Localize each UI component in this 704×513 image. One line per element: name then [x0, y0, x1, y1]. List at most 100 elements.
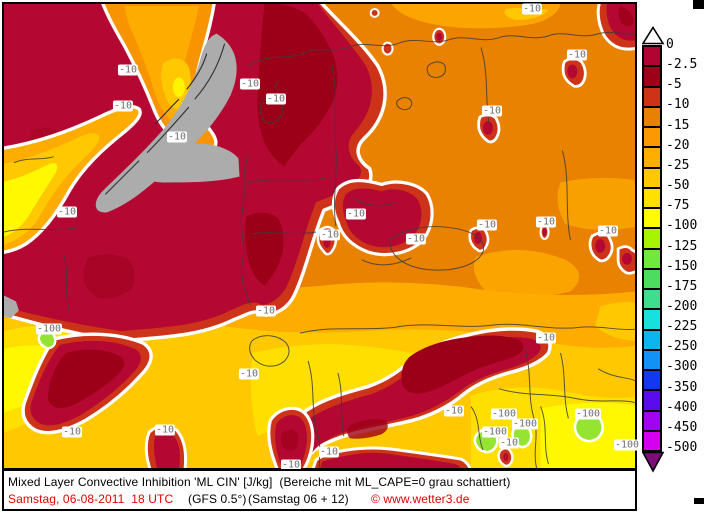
scale-tick-label: -50 — [666, 178, 690, 194]
cin-blob-t7-core — [622, 252, 633, 265]
cin-sw-wedge-core — [154, 432, 180, 468]
cin-teardrop1-core — [323, 236, 331, 248]
scale-tick-label: -5 — [666, 77, 682, 93]
border-west-france — [4, 156, 76, 312]
scale-color-column — [642, 45, 662, 452]
color-scale: 0 -2.5 -5 -10 -15 -20 -25 -50 -75 -100 -125 -150 -17… — [637, 24, 704, 486]
green-spot-3 — [573, 411, 604, 443]
cin-alps-maroon2 — [347, 419, 388, 439]
border-central-horizontals — [248, 178, 327, 235]
green-spot-2 — [511, 422, 533, 449]
cin-blob-t2-core — [567, 64, 578, 79]
coastline-in-gray — [104, 43, 226, 195]
scale-arrow-up-icon — [641, 26, 665, 45]
scale-tick-label: -10 — [666, 97, 690, 113]
cin-dot-t8a — [369, 7, 380, 18]
scale-box — [644, 267, 660, 288]
amber-patch-east1 — [473, 250, 580, 298]
cin-blob-t3-core — [482, 120, 493, 135]
gold-patch-east — [595, 301, 635, 342]
edge-artifact-bottom-right — [694, 498, 704, 504]
orange-tongue-north-yellow — [172, 77, 185, 98]
gray-cape-zero-band — [95, 33, 237, 213]
border-central-vertical — [331, 65, 337, 227]
scale-box — [644, 308, 660, 329]
scale-tick-label: -175 — [666, 278, 698, 294]
scale-box — [644, 85, 660, 106]
cin-bottom-strip-core — [320, 452, 461, 468]
amber-patch-east2 — [557, 177, 635, 230]
cin-teardrop-bottom-core — [503, 453, 509, 462]
gray-cape-zero-west — [4, 295, 19, 319]
border-center-detail — [353, 197, 412, 266]
scale-box — [644, 247, 660, 268]
amber-tongue-west-yellow — [4, 163, 58, 237]
scale-tick-label: -225 — [666, 319, 698, 335]
weather-map — [4, 4, 635, 468]
border-southeast-mesh — [470, 368, 635, 465]
caption-bar: Mixed Layer Convective Inhibition 'ML CI… — [2, 469, 637, 511]
scale-tick-label: -400 — [666, 399, 698, 415]
scale-tick-label: -150 — [666, 258, 698, 274]
scale-tick-label: -75 — [666, 198, 690, 214]
scale-box — [644, 65, 660, 86]
scale-box — [644, 389, 660, 410]
green-spot-4 — [37, 329, 57, 350]
scale-box — [644, 227, 660, 248]
cin-swiss-maroon — [280, 429, 299, 451]
scale-box — [644, 348, 660, 369]
scale-tick-label: -500 — [666, 440, 698, 455]
caption-run: (Samstag 06 + 12) — [248, 492, 349, 506]
scale-box — [644, 328, 660, 349]
gray-cape-zero-bulge — [153, 143, 240, 183]
border-germany-west — [240, 154, 251, 306]
scale-tick-label: -450 — [666, 419, 698, 435]
scale-tick-label: -2.5 — [666, 57, 698, 73]
scale-box — [644, 207, 660, 228]
cin-dot-t8b-core — [436, 32, 443, 41]
cin-maroon-patch3 — [83, 254, 135, 299]
border-alps-north — [300, 323, 635, 334]
border-ne-rings — [396, 61, 446, 111]
cin-alps-band-core — [294, 337, 541, 468]
border-swiss-ring — [249, 335, 290, 367]
scale-tick-label: -25 — [666, 157, 690, 173]
scale-tick-label: -20 — [666, 137, 690, 153]
cin-maroon-ne — [618, 5, 635, 27]
caption-model: (GFS 0.5°) — [188, 492, 247, 506]
caption-datetime: Samstag, 06-08-2011 18 UTC — [8, 492, 174, 506]
map-frame: -10 -10 -10 -10 -10 -10 -10 -10 -10 -10 -10 -10 -10-… — [2, 2, 641, 471]
scale-tick-label: -15 — [666, 117, 690, 133]
scale-tick-label: -350 — [666, 379, 698, 395]
cin-sw-band-maroon — [47, 349, 125, 409]
scale-tick-label: -250 — [666, 339, 698, 355]
scale-box — [644, 47, 660, 66]
cin-blob-t5-core — [542, 228, 547, 236]
scale-box — [644, 105, 660, 126]
edge-artifact-top-right — [693, 0, 704, 9]
scale-box — [644, 146, 660, 167]
scale-box — [644, 166, 660, 187]
scale-box — [644, 126, 660, 147]
scale-tick-label: -200 — [666, 298, 698, 314]
cin-blob-t6-core — [595, 238, 606, 253]
cin-alps-maroon — [401, 335, 524, 394]
border-italy — [307, 360, 345, 468]
cin-maroon-band-denmark — [257, 4, 338, 167]
scale-tick-label: -125 — [666, 238, 698, 254]
cin-dot-t8c — [381, 41, 394, 56]
scale-arrow-down-icon — [641, 451, 665, 473]
green-spot-1 — [473, 427, 499, 454]
scale-box — [644, 429, 660, 450]
scale-box — [644, 369, 660, 390]
scale-box — [644, 288, 660, 309]
scale-tick-label: -300 — [666, 359, 698, 375]
cin-maroon-core2 — [244, 212, 284, 286]
scale-box — [644, 186, 660, 207]
border-czech-ring — [389, 226, 485, 271]
scale-tick-label: 0 — [666, 37, 674, 52]
scale-box — [644, 409, 660, 430]
caption-credit: © www.wetter3.de — [371, 492, 470, 506]
caption-title: Mixed Layer Convective Inhibition 'ML CI… — [8, 475, 511, 489]
